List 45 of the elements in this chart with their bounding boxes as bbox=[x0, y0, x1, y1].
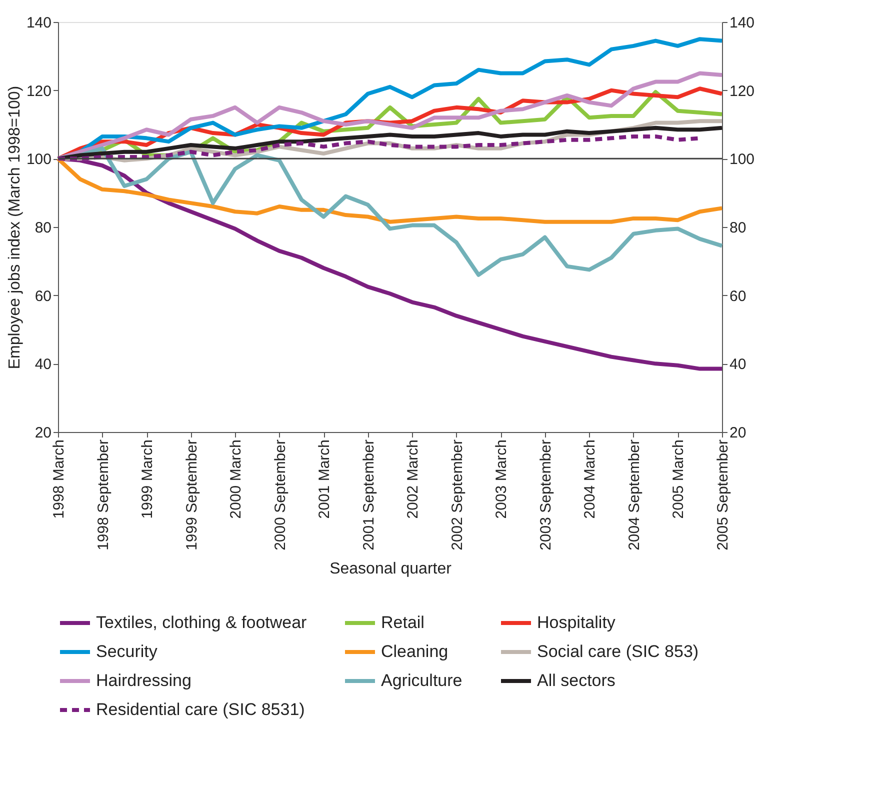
x-tick-label: 1999 March bbox=[139, 440, 156, 519]
y2-tick-label: 140 bbox=[730, 14, 755, 32]
x-tick-label: 2003 September bbox=[537, 440, 554, 550]
line-series bbox=[56, 126, 724, 161]
y2-tick-label: 40 bbox=[730, 356, 746, 374]
y2-tick-label: 80 bbox=[730, 220, 746, 236]
y2-tick-label: 120 bbox=[730, 82, 755, 100]
y2-tick-label: 100 bbox=[730, 151, 755, 168]
y-axis-title: Employee jobs index (March 1998=100) bbox=[6, 86, 24, 370]
y-tick-label: 100 bbox=[26, 151, 52, 168]
legend-label: Agriculture bbox=[381, 671, 462, 690]
y-tick-label: 20 bbox=[34, 424, 52, 442]
x-tick-label: 2002 September bbox=[448, 440, 466, 550]
y2-tick-label: 20 bbox=[730, 424, 746, 442]
legend-label: Retail bbox=[381, 613, 424, 632]
legend-label: Textiles, clothing & footwear bbox=[96, 613, 308, 632]
legend-label: Cleaning bbox=[381, 642, 448, 661]
x-tick-label: 1998 March bbox=[50, 440, 68, 519]
x-tick-label: 2003 March bbox=[493, 440, 510, 519]
x-tick-label: 2000 September bbox=[272, 440, 289, 550]
x-tick-label: 2005 March bbox=[670, 440, 688, 519]
x-tick-label: 2005 September bbox=[714, 440, 732, 550]
legend-label: Security bbox=[96, 642, 158, 661]
x-axis-title: Seasonal quarter bbox=[330, 560, 452, 578]
legend-label: Hairdressing bbox=[96, 671, 192, 690]
y-tick-label: 40 bbox=[34, 356, 52, 374]
x-tick-label: 1998 September bbox=[94, 440, 112, 550]
x-tick-label: 2002 March bbox=[404, 440, 422, 519]
y-tick-label: 140 bbox=[26, 14, 52, 32]
y2-tick-label: 60 bbox=[730, 288, 746, 305]
y-tick-label: 120 bbox=[26, 82, 52, 100]
x-tick-label: 1999 September bbox=[183, 440, 200, 550]
y-tick-label: 80 bbox=[34, 220, 52, 236]
x-tick-label: 2001 March bbox=[316, 440, 334, 519]
x-tick-label: 2000 March bbox=[228, 440, 245, 519]
legend-label: Hospitality bbox=[537, 613, 616, 632]
x-tick-label: 2004 September bbox=[626, 440, 643, 550]
legend-label: All sectors bbox=[537, 671, 616, 690]
x-tick-label: 2001 September bbox=[360, 440, 378, 550]
legend-label: Social care (SIC 853) bbox=[537, 642, 699, 661]
y-tick-label: 60 bbox=[34, 288, 52, 305]
line-series bbox=[56, 156, 724, 224]
x-tick-label: 2004 March bbox=[582, 440, 599, 519]
legend-label: Residential care (SIC 8531) bbox=[96, 700, 305, 719]
line-series bbox=[56, 71, 724, 161]
